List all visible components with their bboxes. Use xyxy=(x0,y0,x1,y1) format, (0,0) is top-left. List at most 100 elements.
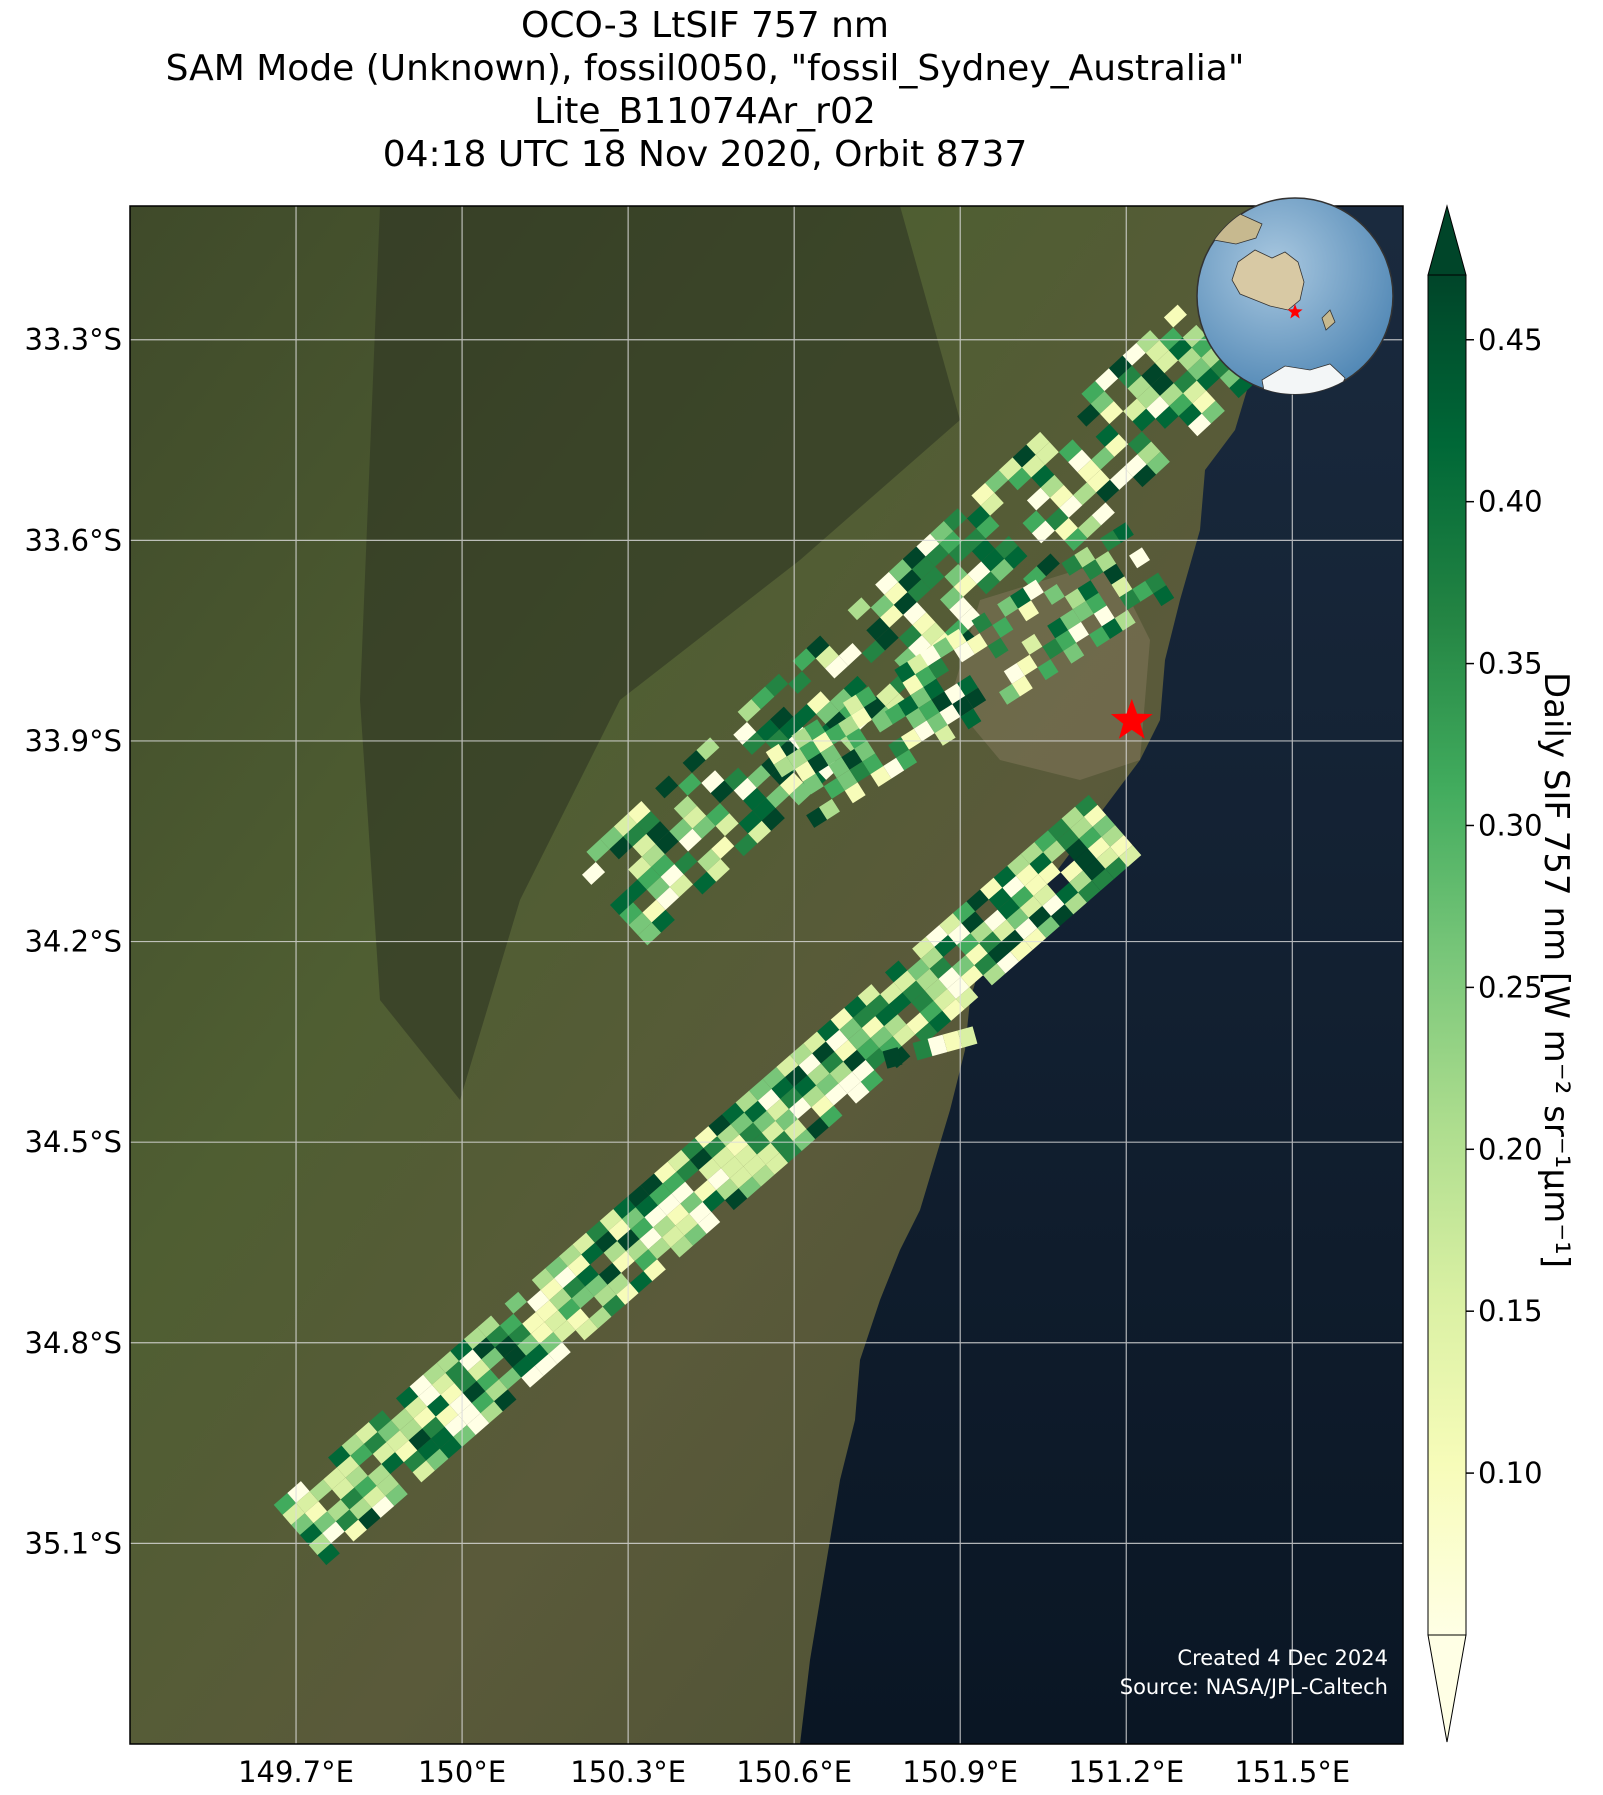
sif-footprint xyxy=(1196,367,1220,391)
sif-footprint xyxy=(811,1095,834,1118)
sif-footprint xyxy=(960,965,984,988)
sif-footprint xyxy=(1136,385,1160,409)
sif-footprint xyxy=(1159,327,1183,351)
sif-footprint xyxy=(630,1217,654,1240)
sif-footprint xyxy=(806,1117,829,1140)
sif-footprint xyxy=(971,538,995,562)
sif-footprint xyxy=(345,1465,368,1488)
sif-footprint xyxy=(753,1110,776,1133)
sif-footprint xyxy=(784,1119,807,1141)
sif-footprint xyxy=(626,1239,649,1262)
sif-footprint xyxy=(349,1497,372,1520)
sif-footprint xyxy=(871,711,893,733)
sif-footprint xyxy=(952,955,975,978)
sif-footprint xyxy=(905,707,927,729)
sif-footprint xyxy=(1129,547,1150,569)
sif-footprint xyxy=(548,1342,571,1364)
sif-footprint xyxy=(841,748,863,770)
lon-tick-label: 150°E xyxy=(418,1755,506,1789)
sif-footprint xyxy=(651,854,675,877)
sif-footprint xyxy=(733,722,757,745)
map-area xyxy=(130,206,1403,1744)
sif-footprint xyxy=(1031,464,1055,488)
sif-footprint xyxy=(970,921,993,944)
sif-footprint xyxy=(934,935,957,957)
sif-footprint xyxy=(503,1345,527,1368)
sif-footprint xyxy=(843,1049,866,1072)
sif-footprint xyxy=(1016,654,1038,676)
sif-footprint xyxy=(823,777,845,799)
sif-footprint xyxy=(641,844,665,867)
sif-footprint xyxy=(966,505,991,529)
sif-footprint xyxy=(376,1474,400,1496)
sif-footprint xyxy=(734,1144,758,1167)
sif-footprint xyxy=(613,813,637,837)
sif-footprint xyxy=(1061,554,1083,576)
sif-footprint xyxy=(522,1311,545,1334)
sif-footprint xyxy=(960,708,982,730)
sif-footprint xyxy=(1169,393,1193,417)
lat-tick-label: 33.6°S xyxy=(25,523,122,557)
sif-footprint xyxy=(670,1235,694,1258)
sif-footprint xyxy=(594,1230,618,1253)
sif-footprint xyxy=(862,753,884,775)
sif-footprint xyxy=(948,923,971,946)
sif-footprint xyxy=(1043,584,1065,605)
sif-footprint xyxy=(1019,896,1043,918)
sif-footprint xyxy=(619,902,643,926)
sif-footprint xyxy=(646,821,670,845)
sif-footprint xyxy=(921,622,945,646)
sif-footprint xyxy=(1128,431,1152,455)
sif-footprint xyxy=(1015,864,1039,886)
sif-footprint xyxy=(431,1372,455,1395)
sif-footprint xyxy=(779,772,804,796)
sif-footprint xyxy=(1112,522,1134,543)
sif-footprint xyxy=(888,992,912,1015)
sif-footprint xyxy=(921,566,945,590)
sif-footprint xyxy=(498,1367,522,1390)
sif-footprint xyxy=(1063,642,1085,664)
sif-footprint xyxy=(558,1244,582,1267)
sif-footprint xyxy=(847,1081,870,1104)
sif-footprint xyxy=(752,1164,775,1187)
sif-footprint xyxy=(1132,580,1154,602)
colorbar-tick-label: 0.25 xyxy=(1478,970,1543,1004)
sif-footprint xyxy=(368,1410,392,1433)
sif-footprint xyxy=(1073,482,1097,506)
sif-footprint xyxy=(932,637,954,658)
sif-footprint xyxy=(1127,375,1151,399)
sif-footprint xyxy=(856,1038,880,1060)
sif-footprint xyxy=(371,1495,395,1518)
sif-footprint xyxy=(1091,446,1115,470)
sif-footprint xyxy=(1105,434,1129,457)
sif-footprint xyxy=(988,887,1012,910)
target-star-icon xyxy=(1110,698,1153,739)
sif-footprint xyxy=(924,978,948,1001)
sif-footprint xyxy=(842,694,864,716)
sif-footprint xyxy=(504,1291,527,1314)
sif-footprint xyxy=(661,1225,685,1248)
sif-footprint xyxy=(1065,838,1088,861)
sif-footprint xyxy=(637,866,661,890)
sif-footprint xyxy=(737,699,761,723)
lon-tick-label: 149.7°E xyxy=(238,1755,354,1789)
sif-footprint xyxy=(860,1069,884,1092)
lat-axis-labels: 33.3°S 33.6°S 33.9°S 34.2°S 34.5°S 34.8°S 35.1… xyxy=(25,323,122,1561)
sif-footprint xyxy=(945,628,967,650)
sif-footprint xyxy=(651,909,675,933)
title-line-2: SAM Mode (Unknown), fossil0050, "fossil_… xyxy=(165,48,1245,89)
sif-footprint xyxy=(1118,365,1142,389)
sif-footprint xyxy=(638,922,662,946)
sif-footprint xyxy=(1109,466,1134,490)
sif-footprint xyxy=(671,1181,694,1204)
sif-footprint xyxy=(1076,403,1101,427)
sif-footprint xyxy=(317,1543,340,1566)
sif-footprint xyxy=(1145,340,1169,364)
sif-footprint xyxy=(1093,605,1115,627)
sif-footprint xyxy=(804,719,826,741)
sif-footprint xyxy=(494,1389,517,1412)
sif-footprint xyxy=(512,1355,535,1378)
sif-footprint xyxy=(849,761,871,783)
sif-footprint xyxy=(884,703,906,725)
